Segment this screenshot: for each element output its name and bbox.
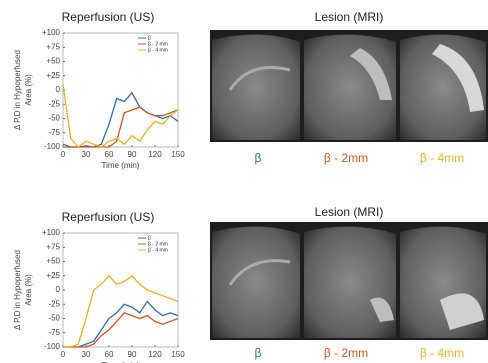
y-tick-label: -75 (48, 128, 60, 137)
x-tick-label: 90 (128, 350, 137, 359)
y-tick-label: +50 (46, 57, 60, 66)
mri-slice (212, 34, 300, 140)
mri-structure (228, 66, 291, 91)
image-label: β (255, 151, 262, 165)
plot-area (62, 232, 179, 348)
y-tick-label: 0 (56, 85, 61, 94)
y-tick-label: -50 (48, 314, 60, 323)
y-tick-label: -75 (48, 328, 60, 337)
y-tick-label: 0 (56, 285, 61, 294)
series-line (63, 274, 179, 348)
legend-label: β - 4 mm (148, 47, 168, 53)
y-tick-label: -25 (48, 299, 60, 308)
y-axis-label: Area (%) (24, 74, 33, 106)
legend-label: β (148, 35, 151, 41)
x-axis-label: Time (min) (102, 161, 140, 170)
x-tick-label: 60 (105, 350, 114, 359)
series-line (63, 106, 179, 148)
legend-label: β - 2 mm (148, 241, 168, 247)
y-tick-label: -25 (48, 99, 60, 108)
y-tick-label: +100 (42, 228, 61, 237)
mri-structure (228, 259, 291, 286)
x-tick-label: 90 (128, 150, 137, 159)
x-axis-label: Time (min) (102, 361, 140, 363)
x-tick-label: 0 (61, 350, 66, 359)
panel-title: Lesion (MRI) (315, 205, 384, 219)
mri-slice (304, 226, 396, 338)
y-axis-label: Δ P.D in Hypoperfused (13, 250, 22, 330)
y-tick-label: +100 (42, 28, 61, 37)
y-tick-label: -100 (44, 342, 61, 351)
x-tick-label: 30 (82, 350, 91, 359)
panel-title: Lesion (MRI) (315, 10, 384, 24)
x-tick-label: 120 (148, 150, 162, 159)
y-axis-label: Area (%) (24, 274, 33, 306)
legend-label: β (148, 235, 151, 241)
image-label: β - 4mm (420, 346, 464, 360)
mri-slice (212, 226, 300, 338)
series-line (63, 312, 179, 348)
y-tick-label: -50 (48, 114, 60, 123)
x-tick-label: 120 (148, 350, 162, 359)
y-tick-label: +75 (46, 42, 60, 51)
mri-lesion (370, 297, 394, 322)
mri-lesion (350, 48, 392, 100)
mri-row (210, 30, 488, 142)
x-tick-label: 150 (171, 150, 185, 159)
image-label: β - 2mm (324, 151, 368, 165)
chart-title: Reperfusion (US) (62, 10, 155, 24)
x-tick-label: 60 (105, 150, 114, 159)
y-tick-label: -100 (44, 142, 61, 151)
image-label: β (255, 346, 262, 360)
y-tick-label: +75 (46, 242, 60, 251)
mri-lesion (432, 44, 484, 112)
image-label: β - 4mm (420, 151, 464, 165)
series-line (63, 300, 179, 348)
y-tick-label: +25 (46, 271, 60, 280)
legend-label: β - 2 mm (148, 41, 168, 47)
legend-label: β - 4 mm (148, 247, 168, 253)
chart-title: Reperfusion (US) (62, 210, 155, 224)
y-tick-label: +50 (46, 257, 60, 266)
image-label: β - 2mm (324, 346, 368, 360)
x-tick-label: 30 (82, 150, 91, 159)
mri-row (210, 222, 488, 340)
mri-lesion (440, 293, 484, 330)
y-axis-label: Δ P.D in Hypoperfused (13, 50, 22, 130)
y-tick-label: +25 (46, 71, 60, 80)
series-line (62, 84, 179, 148)
x-tick-label: 150 (171, 350, 185, 359)
x-tick-label: 0 (61, 150, 66, 159)
